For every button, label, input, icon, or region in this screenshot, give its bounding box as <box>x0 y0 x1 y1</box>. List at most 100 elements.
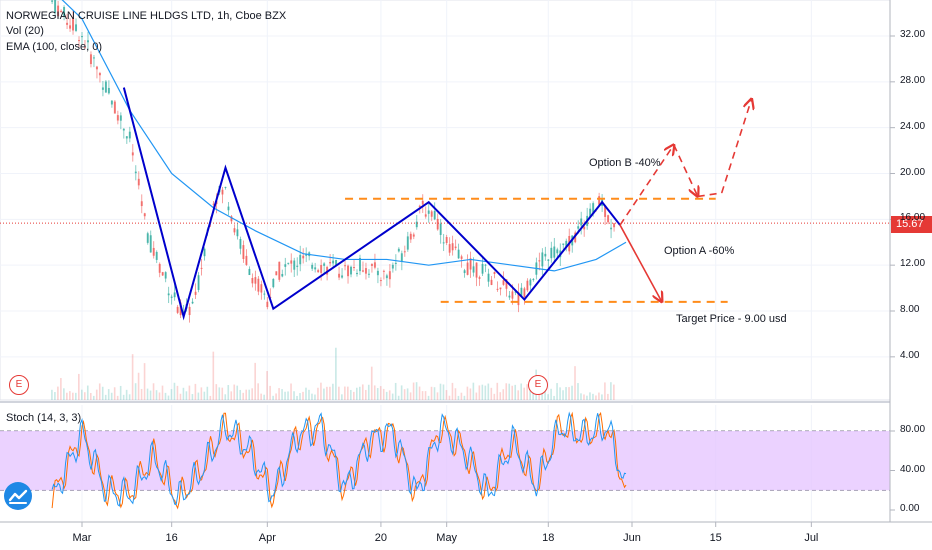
volume-bar <box>92 395 95 400</box>
candle-body <box>520 287 523 297</box>
volume-bar <box>230 391 233 400</box>
candle-body <box>320 264 323 273</box>
volume-bar <box>526 384 528 400</box>
candle-body <box>155 251 158 260</box>
volume-bar <box>81 389 83 400</box>
volume-bar <box>119 385 122 400</box>
pattern-line <box>122 87 621 321</box>
target-price-label: Target Price - 9.00 usd <box>676 313 787 325</box>
volume-bar <box>382 388 385 400</box>
volume-bar <box>248 389 250 400</box>
candle-body <box>299 254 302 265</box>
volume-bar <box>72 392 74 400</box>
earnings-badge[interactable]: E <box>9 375 29 395</box>
y-tick-label: 28.00 <box>900 74 926 86</box>
volume-bar <box>442 384 445 400</box>
volume-bar <box>436 392 439 400</box>
candle-body <box>72 17 75 31</box>
volume-bar <box>299 393 301 400</box>
candle-body <box>604 205 607 217</box>
candle-body <box>364 268 367 274</box>
volume-bar <box>293 391 295 400</box>
stoch-y-tick-label: 0.00 <box>900 503 920 514</box>
candle-body <box>119 115 122 121</box>
candle-body <box>278 261 281 280</box>
candle-body <box>332 260 335 264</box>
volume-bar <box>206 386 209 400</box>
tradingview-logo-icon[interactable] <box>4 482 32 510</box>
volume-bar <box>101 386 104 400</box>
volume-bar <box>290 383 292 400</box>
stoch-band <box>0 431 890 491</box>
candle-body <box>505 279 508 289</box>
candle-body <box>233 228 236 233</box>
volume-bar <box>134 383 137 400</box>
candle-body <box>514 291 517 293</box>
volume-bar <box>553 395 555 400</box>
candle-body <box>191 301 194 304</box>
volume-bar <box>601 394 603 400</box>
option-b-arrow <box>720 99 752 194</box>
volume-bar <box>586 395 588 400</box>
volume-bar <box>514 384 517 400</box>
volume-bar <box>358 386 361 400</box>
volume-bar <box>361 384 364 400</box>
candle-body <box>137 178 140 186</box>
volume-bar <box>170 389 173 400</box>
candle-body <box>493 272 496 274</box>
candle-body <box>487 273 490 282</box>
candle-body <box>125 136 128 139</box>
volume-bar <box>236 385 239 400</box>
volume-bar <box>565 387 567 400</box>
volume-bar <box>329 386 331 400</box>
option-a-arrow <box>619 224 662 302</box>
candle-body <box>589 208 592 218</box>
volume-bar <box>326 386 328 400</box>
volume-bar <box>532 391 534 400</box>
volume-bar <box>323 388 325 400</box>
candle-body <box>224 186 227 188</box>
volume-bar <box>194 383 197 400</box>
volume-bar <box>613 384 615 400</box>
volume-bar <box>559 387 561 400</box>
volume-bar <box>242 392 245 400</box>
candle-body <box>110 100 113 105</box>
candle-body <box>532 279 535 281</box>
candle-body <box>98 73 101 76</box>
volume-bar <box>379 386 382 400</box>
candle-body <box>356 272 358 275</box>
volume-bar <box>338 386 340 400</box>
candle-body <box>547 259 550 261</box>
candle-body <box>134 171 137 174</box>
candle-body <box>400 253 403 262</box>
volume-bar <box>367 384 370 400</box>
ema-line <box>61 0 627 272</box>
volume-bar <box>332 383 334 400</box>
x-tick-label: Jun <box>623 532 641 544</box>
candle-body <box>230 216 233 222</box>
volume-bar <box>260 393 262 400</box>
volume-bar <box>57 386 59 400</box>
price-lines <box>0 0 890 321</box>
candle-body <box>248 268 251 276</box>
volume-bar <box>538 392 540 400</box>
volume-bar <box>60 378 62 400</box>
option-b-arrow <box>673 144 698 197</box>
candle-body <box>239 239 242 249</box>
candle-body <box>254 277 257 284</box>
volume-bar <box>305 387 307 400</box>
earnings-badge[interactable]: E <box>528 375 548 395</box>
candle-body <box>170 296 173 298</box>
volume-bar <box>353 391 355 400</box>
price-candles <box>51 0 616 323</box>
volume-bar <box>466 386 469 400</box>
volume-bar <box>83 392 86 400</box>
volume-bar <box>66 392 68 400</box>
volume-bar <box>385 391 388 400</box>
volume-bar <box>63 388 65 400</box>
candle-body <box>397 248 400 252</box>
candle-body <box>481 263 484 274</box>
y-tick-label: 32.00 <box>900 29 926 40</box>
volume-bar <box>95 389 98 400</box>
volume-bar <box>350 389 352 400</box>
